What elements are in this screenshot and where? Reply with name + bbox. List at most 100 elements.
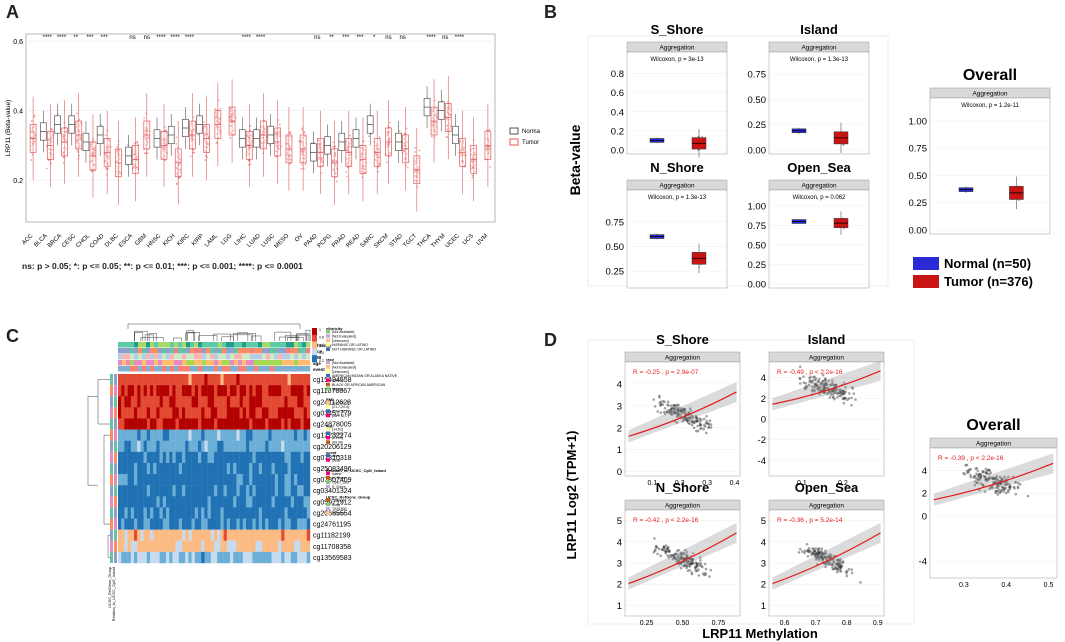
heatmap-cell [252, 451, 256, 464]
facet-title: Open_Sea [795, 480, 859, 495]
facet-xtick: 0.1 [648, 480, 658, 487]
annotation-cell [202, 348, 207, 354]
annotation-cell [178, 348, 183, 354]
heatmap-cell [223, 529, 227, 541]
tumor-point-a [485, 129, 488, 132]
heatmap-c: ethnicityraceBMIageeventcg15494558cg1187… [87, 323, 398, 621]
tumor-point-a [349, 134, 351, 137]
scatter-point [836, 563, 839, 566]
tumor-point-a [33, 136, 36, 138]
heatmap-cell [239, 507, 243, 519]
tumor-point-a [334, 163, 337, 166]
heatmap-cell [198, 474, 202, 486]
heatmap-cell [300, 485, 304, 497]
scatter-point [1008, 486, 1011, 489]
scatter-point [677, 413, 680, 416]
tumor-point-a [76, 141, 78, 144]
heatmap-cell [185, 462, 189, 475]
heatmap-cell [175, 529, 179, 541]
heatmap-cell [121, 474, 125, 486]
scatter-point [988, 475, 991, 479]
scatter-point [836, 568, 840, 571]
legend-swatch [326, 378, 330, 382]
legend-item-label: N_Shore [332, 476, 346, 480]
heatmap-cell [159, 529, 163, 541]
heatmap-cell [194, 496, 199, 508]
heatmap-cell [236, 374, 240, 386]
scatter-point [691, 558, 695, 561]
legend-item-label: TSS200 [332, 512, 345, 516]
legend-swatch [326, 404, 330, 409]
scatter-point [832, 395, 835, 399]
tumor-point-a [460, 145, 463, 148]
scatter-point [834, 383, 838, 387]
heatmap-cell [140, 518, 144, 530]
heatmap-cell [284, 507, 288, 519]
heatmap-cell [278, 485, 282, 497]
scatter-point [667, 549, 671, 553]
cancer-label-a: LGG [220, 233, 233, 246]
scatter-point [691, 417, 695, 420]
heatmap-cell [271, 496, 275, 508]
tumor-point-a [485, 145, 487, 148]
scatter-point [824, 386, 828, 390]
heatmap-cell [166, 474, 170, 486]
heatmap-cell [162, 407, 167, 419]
facet-strip-label: Aggregation [665, 503, 700, 510]
facet-ytick: 1 [617, 601, 622, 612]
scatter-point [835, 396, 839, 399]
tumor-point-a [360, 155, 363, 158]
tumor-point-a [249, 129, 252, 132]
facet-strip-label: Aggregation [972, 91, 1007, 98]
tumor-point-a [317, 157, 320, 160]
annotation-cell [194, 354, 199, 360]
legend-group-title: BMI [326, 397, 333, 402]
heatmap-cell [150, 518, 154, 530]
heatmap-cell [297, 529, 301, 541]
scatter-point [843, 396, 847, 400]
heatmap-cell [252, 474, 256, 486]
heatmap-cell [230, 496, 234, 508]
heatmap-cell [146, 496, 151, 508]
scatter-point [652, 398, 656, 401]
scatter-point [808, 551, 811, 554]
scatter-point [989, 471, 993, 475]
scatter-point [811, 552, 814, 555]
annotation-cell [306, 366, 311, 372]
heatmap-cell [236, 462, 240, 475]
scatter-point [978, 478, 982, 481]
scatter-point [997, 488, 1000, 491]
scatter-point [837, 391, 841, 394]
tumor-point-a [289, 154, 291, 157]
heatmap-cell [278, 451, 282, 464]
tumor-point-a [473, 161, 476, 163]
heatmap-cell [140, 551, 144, 564]
heatmap-cell [118, 485, 122, 497]
scatter-point [680, 409, 683, 412]
heatmap-cell [150, 496, 154, 508]
heatmap-cell [182, 440, 186, 453]
scatter-point [662, 546, 666, 550]
annotation-cell [122, 342, 127, 348]
heatmap-cell [169, 518, 173, 530]
heatmap-cell [137, 540, 141, 553]
scatter-point [841, 560, 845, 563]
scatter-point [804, 385, 808, 388]
heatmap-cell [262, 474, 266, 486]
heatmap-cell [201, 518, 205, 530]
scatter-point [814, 382, 818, 385]
scatter-point [967, 470, 970, 474]
cancer-label-a: LAML [204, 233, 220, 249]
heatmap-cell [134, 396, 138, 408]
scatter-point [695, 562, 699, 566]
heatmap-cell [140, 418, 144, 430]
heatmap-cell [140, 474, 144, 486]
scatter-point [996, 484, 1000, 488]
heatmap-cell [294, 418, 298, 430]
annotation-cell [266, 348, 271, 354]
heatmap-cell [249, 418, 253, 430]
annotation-cell [242, 348, 247, 354]
heatmap-cell [204, 529, 208, 541]
tumor-point-a [107, 157, 110, 160]
legend-item-label: TSS1500 [332, 507, 347, 511]
